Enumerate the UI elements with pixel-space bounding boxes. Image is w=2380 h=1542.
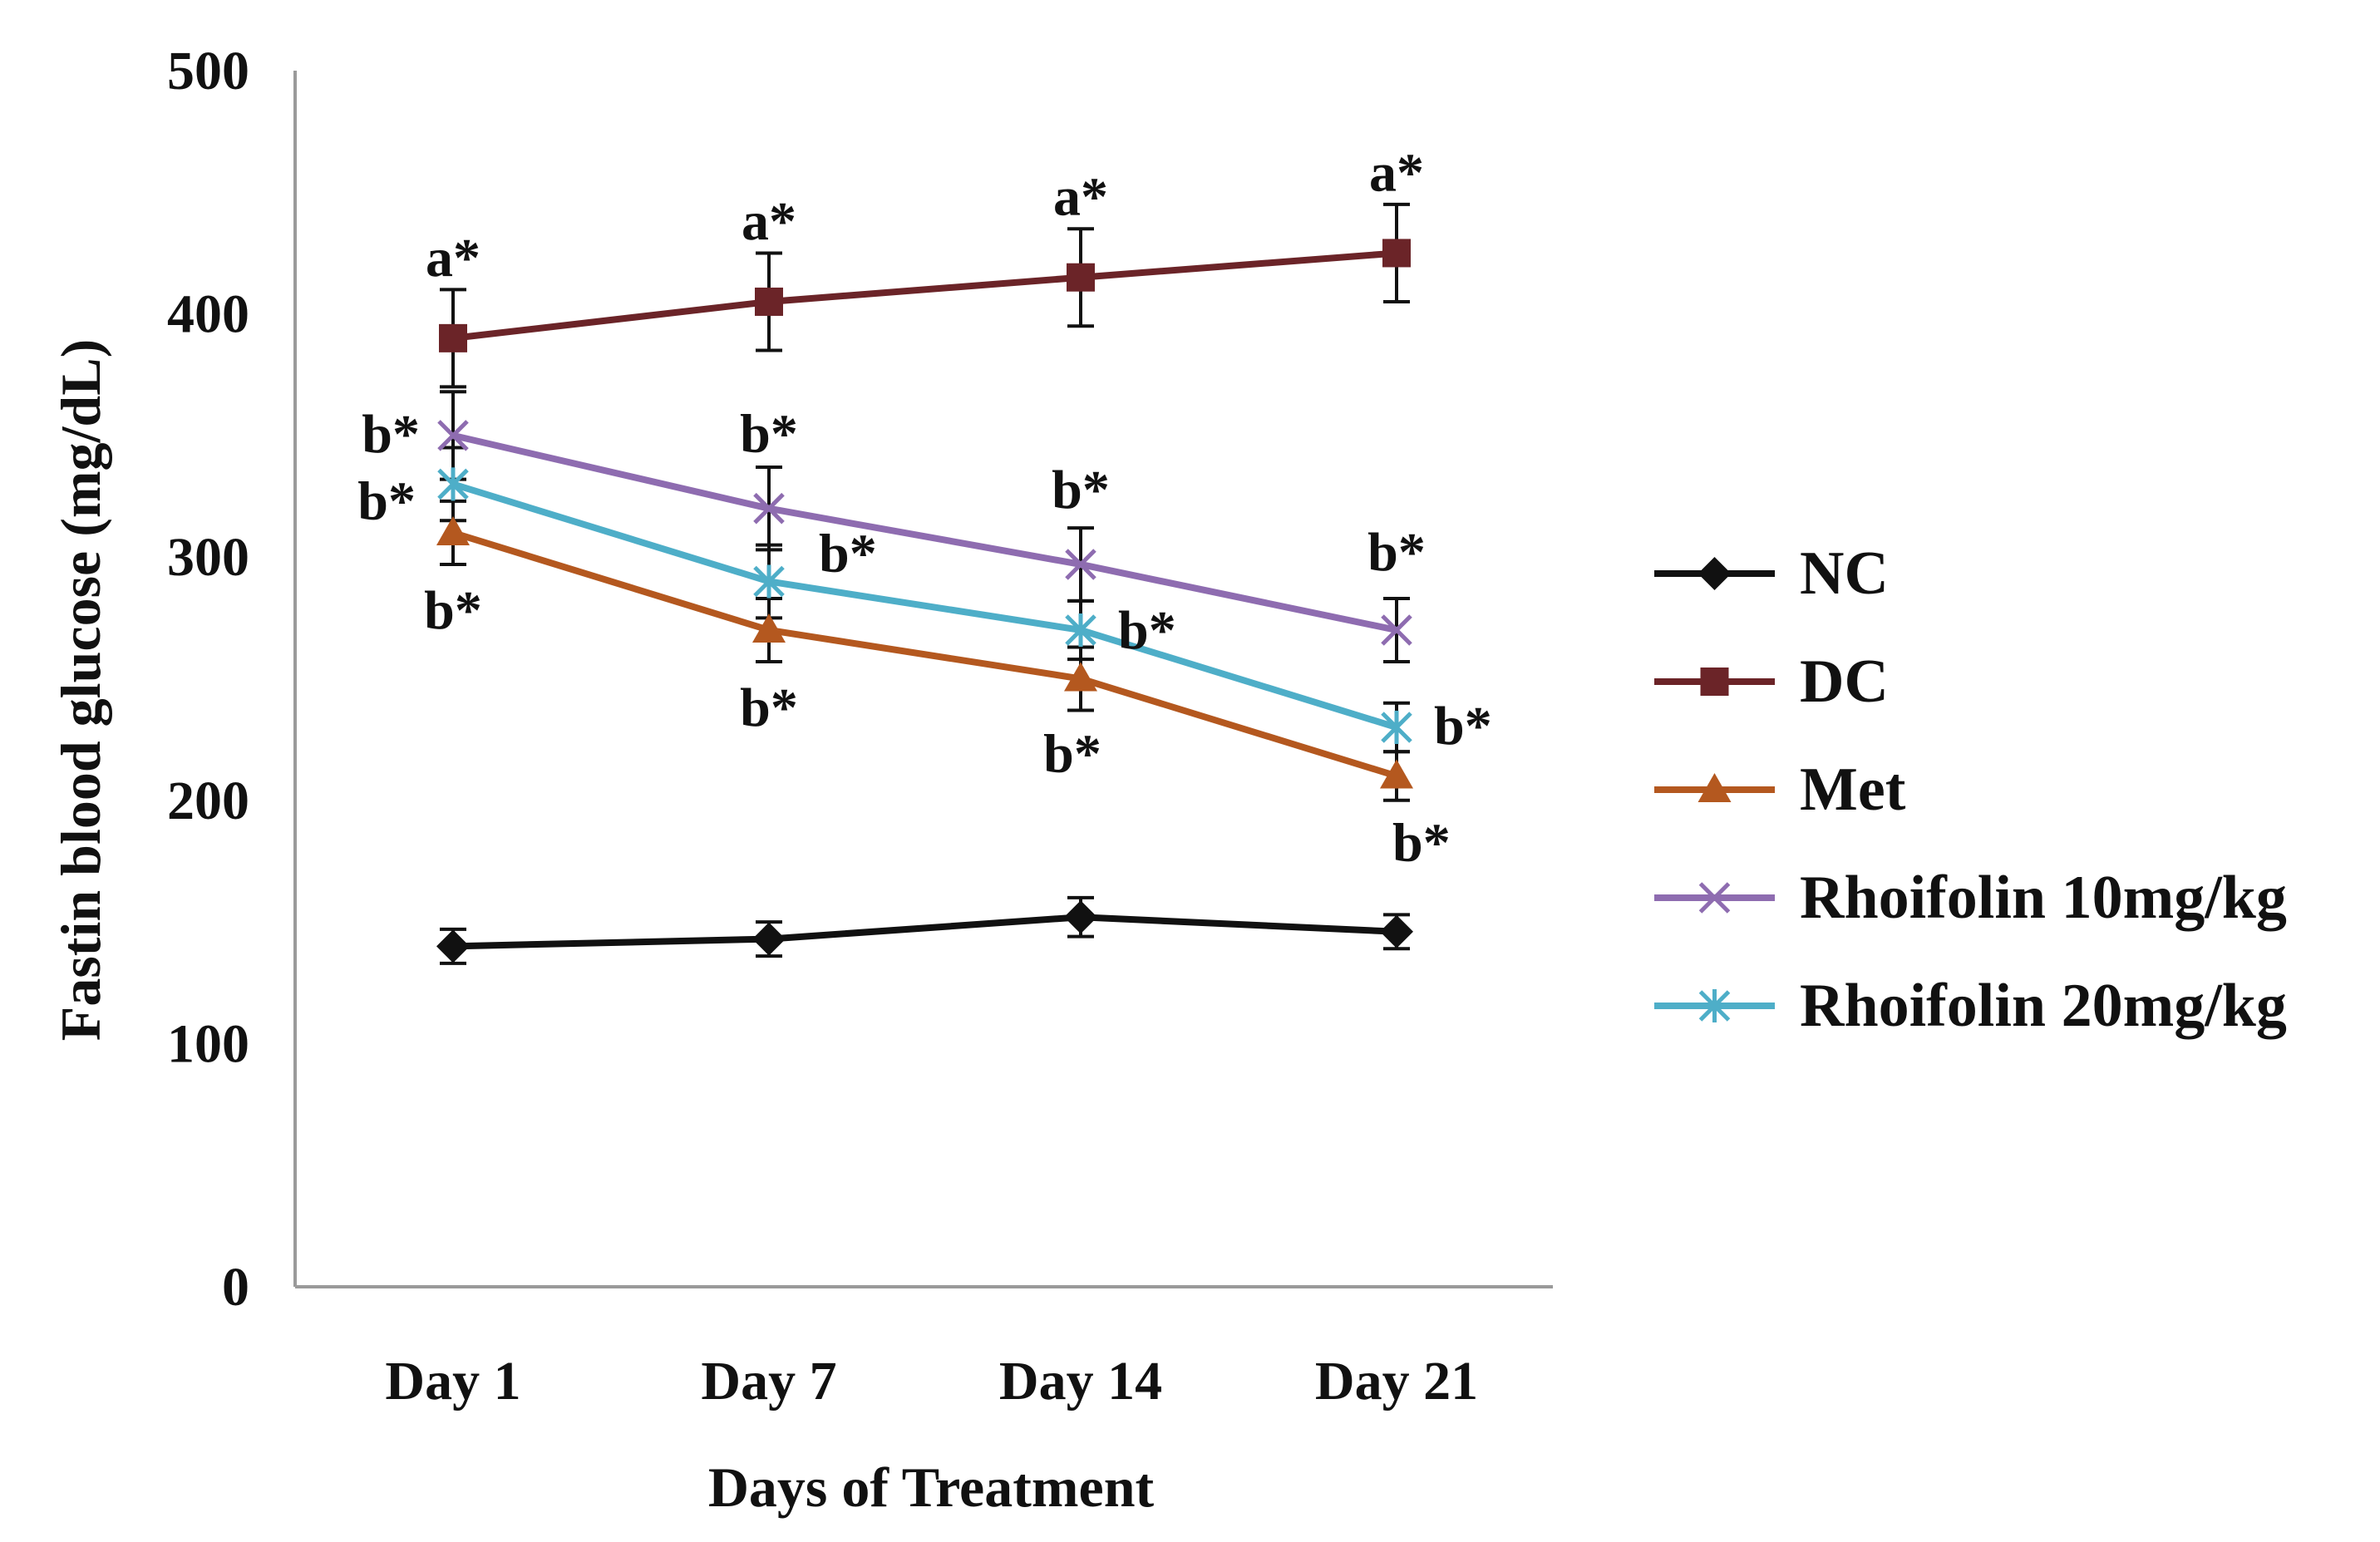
legend-label-rhoifolin-10mg-kg: Rhoifolin 10mg/kg — [1800, 864, 2287, 932]
marker-triangle — [752, 613, 786, 643]
significance-label: b* — [740, 404, 798, 465]
significance-label: a* — [1369, 142, 1424, 203]
y-tick-label: 400 — [167, 284, 249, 345]
marker-diamond — [436, 929, 470, 963]
marker-asterisk — [1065, 613, 1096, 647]
legend-label-dc: DC — [1800, 648, 1889, 716]
significance-label: b* — [357, 470, 416, 531]
series-line-met — [451, 530, 1398, 780]
legend-label-nc: NC — [1800, 539, 1889, 608]
significance-label: b* — [1118, 600, 1176, 661]
series-line-rhoifolin-20mg-kg — [451, 480, 1398, 731]
error-bars — [440, 202, 1410, 965]
significance-label: b* — [1392, 813, 1451, 874]
series-line-nc — [452, 914, 1397, 950]
marker-asterisk — [753, 564, 785, 599]
marker-x — [753, 492, 785, 525]
x-tick-label: Day 14 — [999, 1351, 1162, 1411]
legend-label-met: Met — [1800, 756, 1906, 824]
y-axis-title: Fastin blood glucose (mg/dL) — [49, 339, 112, 1041]
y-tick-label: 100 — [167, 1013, 249, 1074]
marker-square — [1382, 239, 1411, 268]
significance-label: b* — [1367, 522, 1426, 583]
significance-label: b* — [1052, 460, 1110, 520]
series-line-rhoifolin-10mg-kg — [452, 432, 1397, 633]
significance-label: b* — [424, 580, 482, 641]
marker-diamond — [1380, 914, 1413, 948]
marker-triangle — [1380, 759, 1413, 789]
marker-asterisk — [1698, 989, 1731, 1022]
y-tick-label: 0 — [222, 1257, 249, 1318]
significance-label: b* — [819, 523, 877, 584]
marker-x — [437, 420, 469, 451]
marker-square — [439, 323, 467, 352]
y-tick-label: 500 — [167, 41, 249, 101]
x-tick-label: Day 7 — [701, 1351, 836, 1411]
significance-labels: a*a* a* a*b*b*b*b*b* b*b*b*b*b*b*b* — [357, 142, 1491, 873]
significance-label: a* — [742, 191, 796, 252]
legend: NC DC Met Rhoifolin 10mg/kg Rhoifolin 20mg/k… — [1654, 539, 2287, 1040]
marker-triangle — [1064, 662, 1097, 692]
y-tick-label: 200 — [167, 771, 249, 831]
marker-x — [1065, 549, 1096, 580]
x-tick-label: Day 21 — [1315, 1351, 1478, 1411]
marker-triangle — [436, 515, 470, 545]
axes: 0 100 200 300 400 500 Day 1 Day 7 Day 14 Day 21 — [167, 41, 1553, 1411]
series-line-dc — [452, 249, 1397, 342]
significance-label: b* — [740, 677, 798, 738]
marker-asterisk — [437, 467, 469, 501]
marker-diamond — [1698, 557, 1732, 590]
marker-square — [1700, 668, 1729, 696]
significance-label: a* — [1053, 167, 1108, 228]
series-markers — [436, 239, 1413, 963]
marker-square — [1067, 263, 1095, 292]
marker-asterisk — [1381, 711, 1412, 745]
marker-x — [1381, 614, 1412, 646]
significance-label: b* — [362, 404, 420, 465]
marker-x — [1698, 882, 1731, 914]
significance-label: b* — [1434, 696, 1492, 756]
x-axis-title: Days of Treatment — [708, 1456, 1155, 1519]
series-lines — [451, 249, 1398, 950]
significance-label: b* — [1043, 724, 1101, 785]
x-tick-label: Day 1 — [385, 1351, 520, 1411]
legend-label-rhoifolin-20mg-kg: Rhoifolin 20mg/kg — [1800, 972, 2287, 1040]
marker-diamond — [752, 922, 786, 956]
significance-label: a* — [426, 228, 480, 288]
marker-diamond — [1064, 900, 1097, 934]
marker-square — [755, 287, 783, 316]
marker-triangle — [1698, 773, 1732, 802]
y-tick-label: 300 — [167, 527, 249, 588]
